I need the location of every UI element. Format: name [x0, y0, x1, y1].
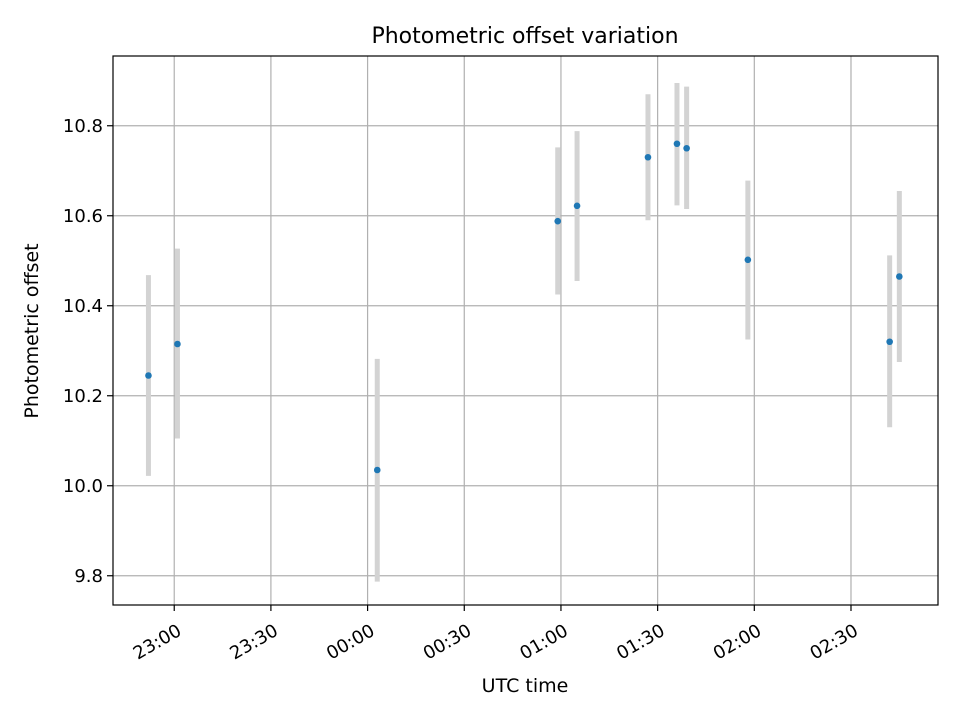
y-tick-label: 10.0 [63, 476, 103, 497]
data-point [744, 256, 752, 264]
chart-title: Photometric offset variation [371, 24, 678, 49]
data-point [673, 140, 681, 148]
data-point [644, 153, 652, 161]
data-point [886, 338, 893, 346]
x-axis-label: UTC time [482, 675, 569, 697]
data-point [683, 144, 690, 152]
y-axis-label: Photometric offset [21, 243, 43, 418]
grid-layer [113, 56, 938, 605]
data-point [174, 340, 181, 348]
plot-frame [112, 55, 939, 606]
y-tick-label: 10.6 [63, 206, 103, 227]
data-point [896, 273, 903, 280]
y-tick-label: 10.4 [63, 296, 103, 317]
y-tick-label: 10.8 [63, 116, 103, 137]
data-point [373, 466, 381, 474]
plot-background [113, 56, 938, 605]
data-point [145, 372, 152, 379]
point-layer [145, 140, 903, 474]
y-tick-label: 10.2 [63, 386, 103, 407]
data-point [573, 202, 581, 210]
y-tick-label: 9.8 [74, 566, 103, 587]
data-point [554, 217, 562, 225]
